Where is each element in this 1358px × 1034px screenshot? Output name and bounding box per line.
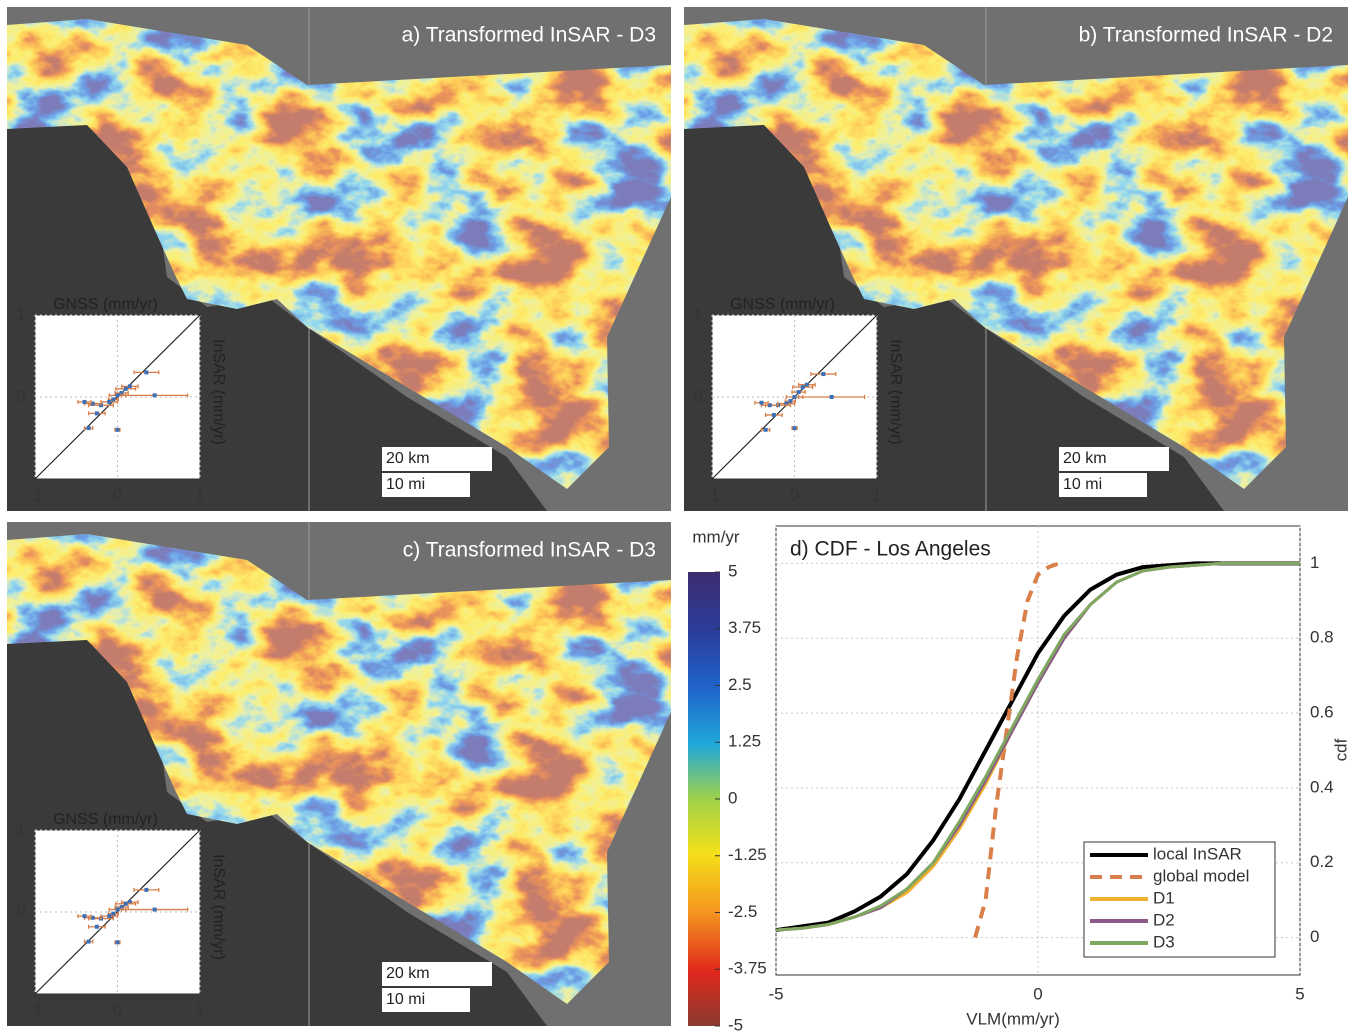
- point: [805, 383, 809, 387]
- colorbar-tick-label: -5: [728, 1015, 743, 1034]
- x-axis-label: GNSS (mm/yr): [53, 811, 158, 828]
- page: { "maps": [ {"title": "a) Transformed In…: [0, 0, 1358, 1034]
- x-tick-label: 1: [195, 485, 204, 504]
- map-panel: a) Transformed InSAR - D3 20 km 10 mi -1 0 1 0…: [7, 7, 671, 511]
- x-tick-label: -5: [768, 984, 783, 1003]
- colorbar-tick-label: -2.5: [728, 902, 757, 921]
- point: [95, 925, 99, 929]
- chart-title: d) CDF - Los Angeles: [790, 538, 991, 561]
- colorbar-tick-label: 2.5: [728, 675, 752, 694]
- point: [83, 914, 87, 918]
- colorbar-tick-label: 3.75: [728, 618, 761, 637]
- point: [772, 413, 776, 417]
- point: [144, 888, 148, 892]
- colorbar-tick-label: 1.25: [728, 732, 761, 751]
- y-tick-label: 1: [1310, 553, 1319, 572]
- point: [111, 912, 115, 916]
- x-tick-label: -1: [27, 1000, 42, 1019]
- scale-bar-label: 20 km: [1063, 450, 1107, 467]
- y-axis-label: InSAR (mm/yr): [887, 339, 904, 445]
- y-tick-label: 1: [693, 304, 702, 323]
- point: [107, 400, 111, 404]
- colorbar-tick-label: -3.75: [728, 959, 767, 978]
- x-tick-label: 0: [1033, 984, 1042, 1003]
- map-title: b) Transformed InSAR - D2: [1079, 24, 1333, 47]
- point: [124, 902, 128, 906]
- point: [128, 384, 132, 388]
- point: [116, 908, 120, 912]
- y-axis-label: InSAR (mm/yr): [210, 339, 227, 445]
- point: [153, 908, 157, 912]
- y-tick-label: 0: [16, 901, 25, 920]
- point: [87, 940, 91, 944]
- map-panel: c) Transformed InSAR - D3 20 km 10 mi -1 0 1 0…: [7, 522, 671, 1026]
- legend-label: local InSAR: [1153, 844, 1242, 863]
- colorbar-tick-label: 0: [728, 788, 737, 807]
- legend-label: D3: [1153, 932, 1175, 951]
- point: [87, 426, 91, 430]
- point: [116, 940, 120, 944]
- scale-bar-label: 10 mi: [386, 476, 425, 493]
- point: [764, 428, 768, 432]
- x-tick-label: -1: [704, 485, 719, 504]
- y-tick-label: 0: [16, 386, 25, 405]
- x-tick-label: -1: [27, 485, 42, 504]
- point: [144, 370, 148, 374]
- x-tick-label: 1: [195, 1000, 204, 1019]
- point: [821, 372, 825, 376]
- point: [801, 385, 805, 389]
- point: [111, 397, 115, 401]
- point: [107, 914, 111, 918]
- y-tick-label: 0.4: [1310, 777, 1334, 796]
- point: [116, 428, 120, 432]
- point: [124, 387, 128, 391]
- scale-bar-label: 20 km: [386, 450, 430, 467]
- y-tick-label: 0.2: [1310, 852, 1334, 871]
- y-tick-label: 0.8: [1310, 628, 1334, 647]
- x-axis-label: GNSS (mm/yr): [53, 296, 158, 313]
- colorbar-tick-label: -1.25: [728, 845, 767, 864]
- legend-label: global model: [1153, 866, 1249, 885]
- map-panel: b) Transformed InSAR - D2 20 km 10 mi -1 0 1 0…: [684, 7, 1348, 511]
- point: [830, 395, 834, 399]
- map-title: c) Transformed InSAR - D3: [403, 539, 656, 562]
- point: [153, 393, 157, 397]
- point: [760, 401, 764, 405]
- x-axis-label: VLM(mm/yr): [966, 1009, 1059, 1028]
- scale-bar-label: 20 km: [386, 965, 430, 982]
- figure: a) Transformed InSAR - D320 km10 mi-1010…: [0, 0, 1358, 1034]
- x-tick-label: 0: [790, 485, 799, 504]
- y-tick-label: 1: [16, 819, 25, 838]
- y-tick-label: 0: [1310, 927, 1319, 946]
- y-axis-label: cdf: [1331, 738, 1350, 761]
- legend-label: D2: [1153, 910, 1175, 929]
- x-tick-label: 0: [113, 1000, 122, 1019]
- y-axis-label: InSAR (mm/yr): [210, 854, 227, 960]
- map-title: a) Transformed InSAR - D3: [402, 24, 656, 47]
- scale-bar-label: 10 mi: [386, 991, 425, 1008]
- colorbar-label: mm/yr: [692, 527, 740, 546]
- point: [793, 395, 797, 399]
- point: [797, 390, 801, 394]
- point: [116, 393, 120, 397]
- y-tick-label: 1: [16, 304, 25, 323]
- point: [793, 426, 797, 430]
- x-axis-label: GNSS (mm/yr): [730, 296, 835, 313]
- x-tick-label: 5: [1295, 984, 1304, 1003]
- point: [83, 400, 87, 404]
- y-tick-label: 0.6: [1310, 703, 1334, 722]
- point: [788, 399, 792, 403]
- y-tick-label: 0: [693, 386, 702, 405]
- x-tick-label: 0: [113, 485, 122, 504]
- x-tick-label: 1: [872, 485, 881, 504]
- colorbar-tick-label: 5: [728, 561, 737, 580]
- legend-label: D1: [1153, 888, 1175, 907]
- point: [95, 411, 99, 415]
- scale-bar-label: 10 mi: [1063, 476, 1102, 493]
